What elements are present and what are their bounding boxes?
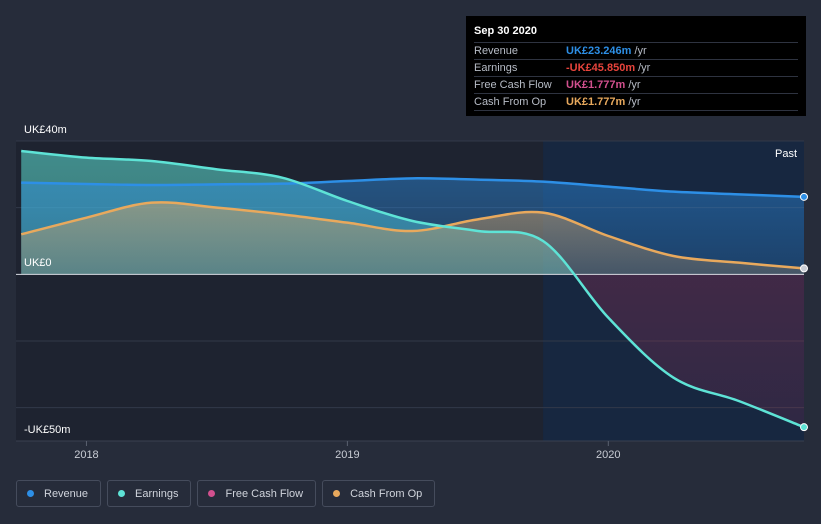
legend-label: Free Cash Flow: [225, 487, 304, 500]
x-axis: 2018 2019 2020: [74, 441, 621, 461]
legend-item-revenue[interactable]: Revenue: [16, 480, 102, 507]
earnings-end-point: [800, 423, 808, 432]
legend-item-free-cash-flow[interactable]: Free Cash Flow: [197, 480, 317, 507]
x-tick-label: 2018: [74, 449, 98, 461]
tooltip-row-value: UK£23.246m: [566, 45, 632, 57]
cash-from-op-line: [20, 201, 805, 270]
y-label-bottom: -UK£50m: [24, 424, 70, 436]
tooltip-row-unit: /yr: [628, 96, 641, 108]
tooltip-row-cash-from-op: Cash From Op UK£1.777m /yr: [474, 93, 798, 111]
earnings-dot-icon: [118, 490, 126, 497]
tooltip-row-unit: /yr: [628, 79, 641, 91]
free-cash-flow-dot-icon: [208, 490, 216, 497]
legend-label: Cash From Op: [350, 487, 423, 500]
earnings-line: [21, 149, 805, 429]
tooltip-date: Sep 30 2020: [474, 25, 537, 37]
x-tick-label: 2020: [596, 449, 620, 461]
earnings-negative-area: [574, 274, 804, 428]
tooltip-row-free-cash-flow: Free Cash Flow UK£1.777m /yr: [474, 76, 798, 93]
y-label-zero: UK£0: [24, 257, 52, 269]
tooltip-row-label: Free Cash Flow: [474, 79, 552, 91]
tooltip-row-unit: /yr: [634, 45, 647, 57]
tooltip: Sep 30 2020 Revenue UK£23.246m /yr Earni…: [466, 16, 806, 116]
revenue-dot-icon: [27, 490, 34, 497]
revenue-end-point: [800, 192, 808, 201]
tooltip-row-value: UK£1.777m: [566, 79, 626, 91]
past-label: Past: [775, 148, 797, 160]
revenue-line: [21, 177, 805, 199]
end-dots: [800, 192, 808, 432]
legend-label: Earnings: [135, 487, 179, 500]
legend-item-earnings[interactable]: Earnings: [107, 480, 192, 507]
tooltip-row-earnings: Earnings -UK£45.850m /yr: [474, 59, 798, 76]
tooltip-row-label: Cash From Op: [474, 96, 547, 108]
tooltip-row-revenue: Revenue UK£23.246m /yr: [474, 42, 798, 59]
legend-label: Revenue: [44, 487, 89, 500]
x-tick-label: 2019: [335, 449, 359, 461]
y-label-top: UK£40m: [24, 124, 67, 136]
tooltip-row-value: -UK£45.850m: [566, 62, 636, 74]
legend: Revenue Earnings Free Cash Flow Cash Fro…: [16, 480, 436, 507]
legend-item-cash-from-op[interactable]: Cash From Op: [322, 480, 436, 507]
tooltip-row-unit: /yr: [638, 62, 651, 74]
tooltip-row-label: Earnings: [474, 62, 518, 74]
tooltip-row-value: UK£1.777m: [566, 96, 626, 108]
cash-from-op-dot-icon: [333, 490, 341, 497]
cash-from-op-area: [21, 202, 804, 275]
tooltip-row-label: Revenue: [474, 45, 519, 57]
cash-from-op-end-point: [800, 264, 808, 273]
